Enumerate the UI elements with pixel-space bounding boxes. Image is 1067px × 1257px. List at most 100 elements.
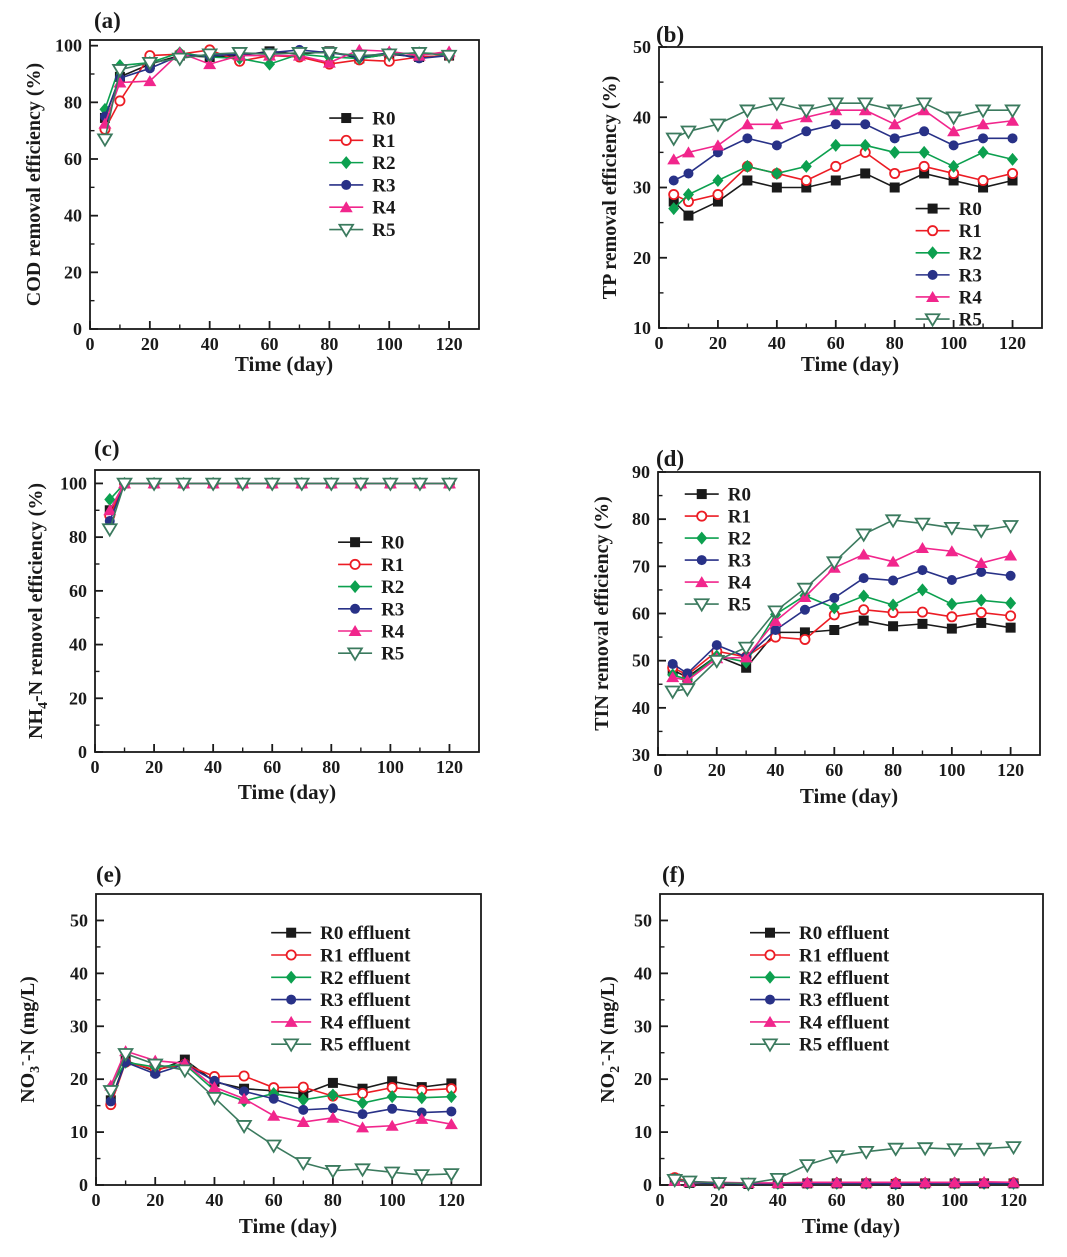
svg-text:30: 30 [633,178,651,198]
svg-text:50: 50 [634,910,652,930]
svg-text:60: 60 [828,1190,846,1210]
svg-text:R5 effluent: R5 effluent [320,1035,411,1056]
svg-text:120: 120 [438,1190,465,1210]
svg-text:80: 80 [886,333,904,353]
svg-text:60: 60 [261,334,279,354]
svg-text:R4: R4 [372,198,396,219]
svg-text:80: 80 [322,757,340,777]
panel-label-c: (c) [94,436,120,461]
series-R3 [668,119,1018,186]
svg-text:20: 20 [710,1190,728,1210]
panel-label-a: (a) [94,8,121,33]
svg-text:20: 20 [634,1069,652,1089]
svg-text:120: 120 [997,760,1024,780]
svg-text:50: 50 [70,910,88,930]
subplot-a: 0 20 40 60 80 100 120 0 20 40 60 80 100 COD removal e… [23,36,480,354]
svg-text:20: 20 [69,688,87,708]
svg-text:R3: R3 [381,599,404,620]
svg-text:20: 20 [64,262,82,282]
svg-text:40: 40 [633,107,651,127]
svg-text:20: 20 [145,757,163,777]
svg-text:R1: R1 [381,555,404,576]
svg-text:60: 60 [825,760,843,780]
svg-text:40: 40 [767,760,785,780]
series-R3 [105,1057,457,1120]
plot-frame [659,893,1044,1186]
svg-text:60: 60 [64,149,82,169]
svg-text:100: 100 [55,36,82,56]
series-R5 [666,1141,1022,1192]
svg-text:40: 40 [632,698,650,718]
series-R5 [102,1048,460,1184]
y-axis-title: TIN removal efficiency (%) [591,496,613,731]
svg-text:0: 0 [78,742,87,762]
subplot-f: 0 20 40 60 80 100 120 0 10 20 30 40 50 NO2--N (mg/L) R… [595,893,1044,1210]
svg-text:R2 effluent: R2 effluent [799,968,890,989]
svg-text:40: 40 [634,963,652,983]
svg-text:R4 effluent: R4 effluent [799,1012,890,1033]
series-R5 [664,514,1020,700]
svg-text:R3: R3 [372,175,395,196]
series-R2 [667,583,1017,687]
svg-text:40: 40 [64,206,82,226]
svg-text:R3: R3 [728,551,751,572]
svg-text:20: 20 [709,333,727,353]
panel-label-b: (b) [656,22,685,47]
plot-frame [95,893,482,1186]
svg-text:R1: R1 [372,131,395,152]
svg-text:30: 30 [634,1016,652,1036]
svg-text:0: 0 [643,1175,652,1195]
svg-text:R5: R5 [381,644,404,665]
plot-frame [94,469,480,753]
svg-text:60: 60 [263,757,281,777]
series-R0 [668,168,1018,221]
svg-text:80: 80 [884,760,902,780]
svg-text:40: 40 [70,963,88,983]
svg-text:R0: R0 [372,109,395,130]
svg-text:40: 40 [69,635,87,655]
y-axis-title: TP removal efficiency (%) [599,76,621,299]
series-R3 [667,565,1016,679]
x-axis-title-b: Time (day) [800,352,900,376]
panel-label-f: (f) [662,862,685,887]
y-axis-title: NH4-N removel efficiency (%) [25,483,51,739]
svg-text:80: 80 [69,527,87,547]
svg-text:R5: R5 [728,595,751,616]
subplot-c: 0 20 40 60 80 100 120 0 20 40 60 80 100 NH4-N removel… [25,469,480,777]
axes: 0 20 40 60 80 100 120 0 10 20 30 40 50 [634,910,1027,1210]
svg-text:80: 80 [320,334,338,354]
svg-text:0: 0 [86,334,95,354]
svg-text:100: 100 [377,757,404,777]
svg-text:80: 80 [632,509,650,529]
svg-text:R0: R0 [728,485,751,506]
svg-text:R0 effluent: R0 effluent [799,923,890,944]
svg-text:R4 effluent: R4 effluent [320,1012,411,1033]
y-axis-title: COD removal efficiency (%) [23,63,45,306]
svg-text:20: 20 [633,248,651,268]
series-R5 [96,47,458,148]
panel-label-e: (e) [96,862,122,887]
svg-text:20: 20 [146,1190,164,1210]
x-axis-title-f: Time (day) [801,1214,901,1238]
svg-text:R5: R5 [959,310,982,331]
svg-text:40: 40 [769,1190,787,1210]
svg-text:120: 120 [1000,1190,1027,1210]
svg-text:80: 80 [887,1190,905,1210]
panel-label-d: (d) [656,446,685,471]
svg-text:40: 40 [205,1190,223,1210]
svg-text:10: 10 [633,318,651,338]
svg-text:120: 120 [436,757,463,777]
x-axis-title-a: Time (day) [234,352,334,376]
svg-text:0: 0 [655,333,664,353]
svg-text:R1 effluent: R1 effluent [799,946,890,967]
svg-text:40: 40 [768,333,786,353]
svg-text:0: 0 [91,757,100,777]
svg-text:20: 20 [70,1069,88,1089]
svg-text:0: 0 [92,1190,101,1210]
svg-text:0: 0 [73,319,82,339]
svg-text:30: 30 [70,1016,88,1036]
